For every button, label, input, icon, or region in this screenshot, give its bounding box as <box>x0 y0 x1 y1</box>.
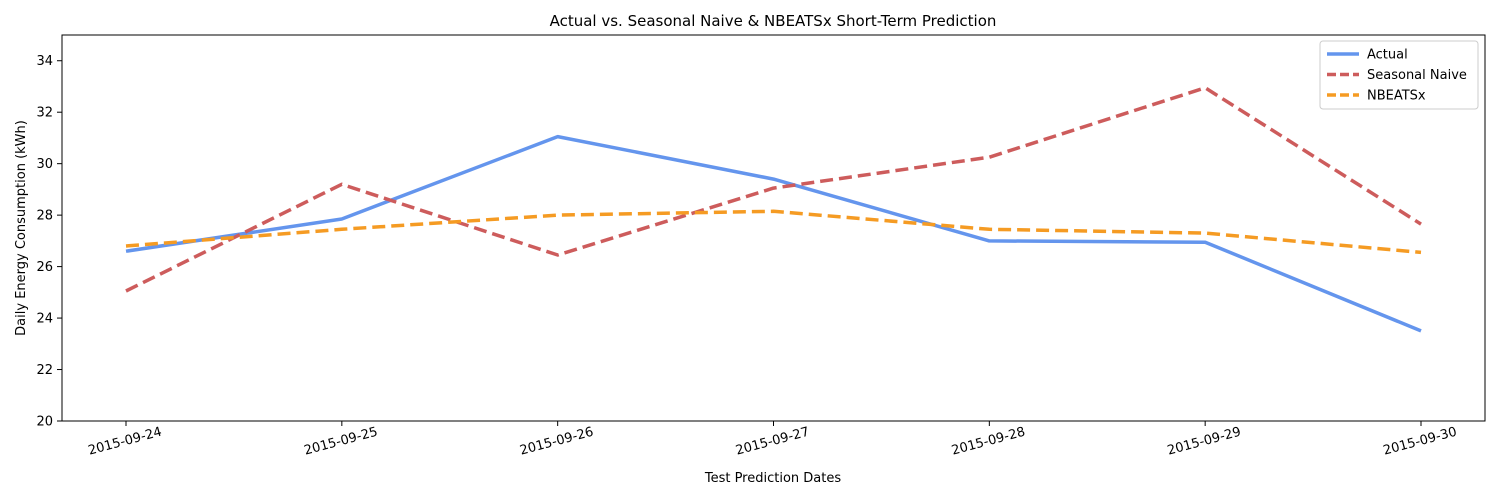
legend: Actual Seasonal Naive NBEATSx <box>1319 40 1479 110</box>
y-tick-label: 24 <box>36 312 53 327</box>
series-line-nbeatsx <box>125 209 1422 255</box>
legend-box <box>1319 40 1479 110</box>
y-tick-label: 30 <box>36 157 53 172</box>
x-tick-label: 2015-09-24 <box>87 425 164 459</box>
y-tick-label: 26 <box>36 260 53 275</box>
y-tick-label: 22 <box>36 363 53 378</box>
y-tick-label: 34 <box>36 54 53 69</box>
y-axis: 20 22 24 26 28 30 32 34 <box>36 54 62 430</box>
y-tick-label: 20 <box>36 415 53 430</box>
y-tick-label: 32 <box>36 106 53 121</box>
x-tick-label: 2015-09-26 <box>518 425 595 459</box>
x-tick-label: 2015-09-28 <box>950 425 1027 459</box>
chart-title: Actual vs. Seasonal Naive & NBEATSx Shor… <box>550 12 997 30</box>
x-tick-label: 2015-09-30 <box>1382 425 1459 459</box>
y-tick-label: 28 <box>36 209 53 224</box>
x-tick-label: 2015-09-25 <box>302 425 379 459</box>
x-tick-label: 2015-09-29 <box>1166 425 1243 459</box>
series-line-actual <box>125 134 1422 333</box>
series-line-seasonal-naive <box>125 86 1422 293</box>
x-axis-label: Test Prediction Dates <box>704 471 842 486</box>
legend-label: Seasonal Naive <box>1367 68 1467 83</box>
y-axis-label: Daily Energy Consumption (kWh) <box>14 120 29 336</box>
plot-series <box>125 86 1422 333</box>
legend-label: NBEATSx <box>1367 89 1426 104</box>
legend-label: Actual <box>1367 48 1408 63</box>
x-tick-label: 2015-09-27 <box>734 425 811 459</box>
x-axis: 2015-09-24 2015-09-25 2015-09-26 2015-09-27… <box>87 421 1459 459</box>
